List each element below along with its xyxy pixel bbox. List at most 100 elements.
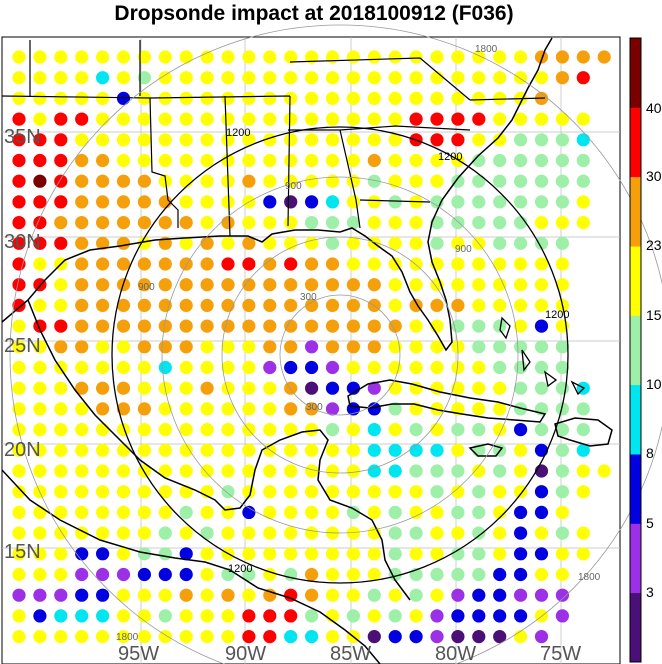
impact-dot (158, 216, 172, 230)
impact-dot (451, 71, 465, 85)
impact-dot (12, 402, 26, 416)
impact-dot (75, 630, 89, 644)
impact-dot (472, 588, 486, 602)
impact-dot (472, 153, 486, 168)
impact-dot (430, 360, 444, 375)
impact-dot (242, 319, 256, 333)
colorbar-segment (630, 592, 641, 663)
impact-dot (388, 195, 402, 209)
lat-label: 35N (4, 126, 41, 148)
impact-dot (325, 319, 340, 333)
impact-dot (116, 216, 131, 230)
impact-dot (555, 443, 570, 457)
impact-dot (451, 526, 465, 540)
impact-dot (451, 50, 465, 64)
impact-dot (221, 112, 235, 126)
impact-dot (493, 360, 507, 375)
colorbar-tick-label: 30 (646, 168, 662, 184)
colorbar-tick-label: 23 (646, 237, 662, 253)
impact-dot (367, 402, 381, 416)
impact-dot (96, 319, 110, 333)
impact-dot (284, 630, 298, 644)
impact-dot (346, 298, 360, 312)
impact-dot (54, 485, 68, 499)
impact-dot (12, 91, 26, 105)
impact-dot (576, 133, 590, 147)
impact-dot (242, 236, 256, 250)
impact-dot (388, 91, 402, 105)
impact-dot (325, 340, 340, 354)
impact-dot (54, 567, 68, 582)
impact-dot (242, 588, 256, 602)
impact-dot (200, 402, 214, 416)
impact-dot (576, 402, 590, 416)
impact-dot (284, 526, 298, 540)
impact-dot (33, 174, 47, 188)
impact-dot (514, 485, 528, 499)
impact-dot (263, 278, 277, 292)
impact-dot (284, 423, 298, 437)
impact-dot (514, 630, 528, 644)
impact-dot (367, 257, 381, 271)
impact-dot (305, 526, 319, 540)
impact-dot (96, 153, 110, 168)
impact-dot (200, 133, 214, 147)
coastlines (1, 37, 613, 664)
impact-dot (555, 257, 570, 271)
impact-dot (54, 443, 68, 457)
impact-dot (75, 464, 89, 478)
impact-dot (33, 526, 47, 540)
impact-dot (305, 112, 319, 126)
impact-dot (430, 464, 444, 478)
impact-dot (116, 298, 131, 312)
impact-dot (325, 567, 340, 582)
impact-dot (493, 50, 507, 64)
impact-dot (472, 71, 486, 85)
impact-dot (451, 360, 465, 375)
colorbar-segment (630, 315, 641, 386)
impact-dot (576, 547, 590, 561)
impact-dot (116, 174, 131, 188)
impact-dot (158, 402, 172, 416)
latitude-labels: 35N 30N 25N 20N 15N (4, 126, 41, 563)
impact-dot (137, 153, 151, 168)
impact-dot (346, 50, 360, 64)
impact-dot (137, 630, 151, 644)
impact-dot (430, 340, 444, 354)
mexico-coastline (27, 299, 411, 601)
impact-dot (96, 71, 110, 85)
impact-dot (325, 485, 340, 499)
impact-dot (137, 298, 151, 312)
impact-dot (451, 298, 465, 312)
impact-dot (116, 547, 131, 561)
impact-dot (242, 485, 256, 499)
impact-dot (116, 402, 131, 416)
impact-dot (158, 547, 172, 561)
impact-dot (514, 547, 528, 561)
ring-label: 1800 (578, 572, 601, 583)
impact-dot (12, 526, 26, 540)
impact-dot (200, 360, 214, 375)
impact-dot (451, 423, 465, 437)
impact-dot (54, 50, 68, 64)
impact-dot (200, 464, 214, 478)
impact-dot (263, 402, 277, 416)
impact-dot (576, 195, 590, 209)
impact-dot (534, 567, 549, 582)
impact-dot (158, 50, 172, 64)
impact-dot (284, 174, 298, 188)
impact-dot (12, 195, 26, 209)
impact-dot (576, 485, 590, 499)
impact-dot (305, 257, 319, 271)
impact-dot (493, 298, 507, 312)
impact-dot (221, 278, 235, 292)
impact-dot (75, 423, 89, 437)
impact-dot (451, 257, 465, 271)
impact-dot (33, 112, 47, 126)
impact-dot (409, 547, 423, 561)
impact-dot (200, 50, 214, 64)
impact-dot (451, 319, 465, 333)
impact-dot (430, 153, 444, 168)
impact-dot (221, 609, 235, 623)
impact-dot (388, 630, 402, 644)
